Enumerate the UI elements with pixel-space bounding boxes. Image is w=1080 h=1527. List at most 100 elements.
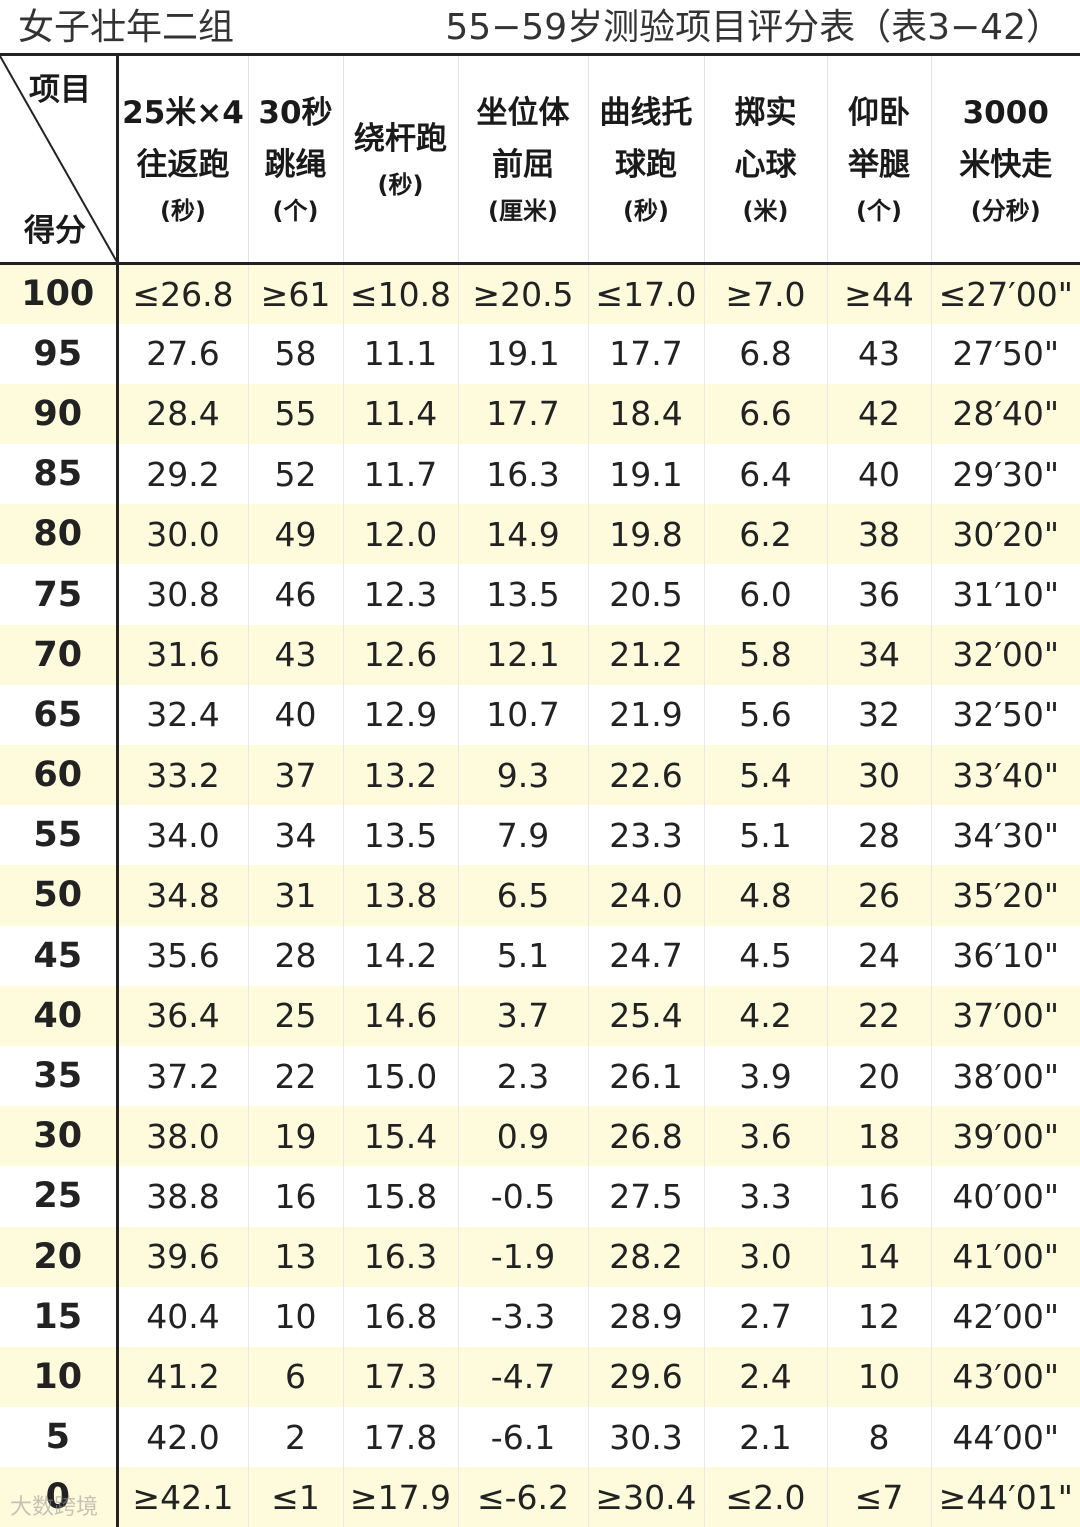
value-cell: 35′20" bbox=[931, 865, 1080, 925]
value-cell: 5.1 bbox=[704, 805, 827, 865]
score-cell: 30 bbox=[0, 1106, 117, 1166]
column-header-unit: (个) bbox=[249, 191, 343, 231]
value-cell: 28′40" bbox=[931, 384, 1080, 444]
value-cell: 3.0 bbox=[704, 1227, 827, 1287]
value-cell: ≤1 bbox=[248, 1467, 343, 1527]
value-cell: 34.0 bbox=[117, 805, 248, 865]
score-cell: 75 bbox=[0, 564, 117, 624]
value-cell: 26.1 bbox=[588, 1046, 704, 1106]
value-cell: 33′40" bbox=[931, 745, 1080, 805]
corner-label-item: 项目 bbox=[29, 64, 91, 109]
table-row: 0≥42.1≤1≥17.9≤-6.2≥30.4≤2.0≤7≥44′01" bbox=[0, 1467, 1080, 1527]
value-cell: -1.9 bbox=[458, 1227, 588, 1287]
value-cell: 31.6 bbox=[117, 625, 248, 685]
score-cell: 15 bbox=[0, 1287, 117, 1347]
value-cell: ≥20.5 bbox=[458, 264, 588, 324]
value-cell: 12.1 bbox=[458, 625, 588, 685]
column-header-unit: (个) bbox=[828, 191, 931, 231]
value-cell: ≤10.8 bbox=[343, 264, 458, 324]
value-cell: 39.6 bbox=[117, 1227, 248, 1287]
value-cell: -6.1 bbox=[458, 1407, 588, 1467]
value-cell: 36.4 bbox=[117, 986, 248, 1046]
score-cell: 35 bbox=[0, 1046, 117, 1106]
value-cell: ≥7.0 bbox=[704, 264, 827, 324]
value-cell: 26.8 bbox=[588, 1106, 704, 1166]
value-cell: 43 bbox=[248, 625, 343, 685]
value-cell: 16.3 bbox=[458, 444, 588, 504]
value-cell: 15.4 bbox=[343, 1106, 458, 1166]
value-cell: 12.0 bbox=[343, 504, 458, 564]
column-header-unit: (秒) bbox=[344, 165, 458, 205]
value-cell: 27′50" bbox=[931, 324, 1080, 384]
value-cell: ≤2.0 bbox=[704, 1467, 827, 1527]
table-row: 100≤26.8≥61≤10.8≥20.5≤17.0≥7.0≥44≤27′00" bbox=[0, 264, 1080, 324]
value-cell: 11.4 bbox=[343, 384, 458, 444]
column-header-label: 25米×4 bbox=[119, 87, 248, 139]
value-cell: 19.8 bbox=[588, 504, 704, 564]
value-cell: 29.2 bbox=[117, 444, 248, 504]
value-cell: 25.4 bbox=[588, 986, 704, 1046]
value-cell: 17.3 bbox=[343, 1347, 458, 1407]
value-cell: 10.7 bbox=[458, 685, 588, 745]
value-cell: 24.0 bbox=[588, 865, 704, 925]
value-cell: 5.6 bbox=[704, 685, 827, 745]
value-cell: 28.4 bbox=[117, 384, 248, 444]
column-header: 掷实心球(米) bbox=[704, 56, 827, 264]
column-header-label: 30秒 bbox=[249, 87, 343, 139]
value-cell: 6.2 bbox=[704, 504, 827, 564]
value-cell: 14.2 bbox=[343, 926, 458, 986]
value-cell: 13 bbox=[248, 1227, 343, 1287]
value-cell: 16 bbox=[827, 1166, 931, 1226]
value-cell: 2.4 bbox=[704, 1347, 827, 1407]
value-cell: 30.0 bbox=[117, 504, 248, 564]
value-cell: ≤26.8 bbox=[117, 264, 248, 324]
value-cell: -0.5 bbox=[458, 1166, 588, 1226]
value-cell: 34′30" bbox=[931, 805, 1080, 865]
score-cell: 10 bbox=[0, 1347, 117, 1407]
value-cell: 14.6 bbox=[343, 986, 458, 1046]
value-cell: 23.3 bbox=[588, 805, 704, 865]
column-header-label: 坐位体 bbox=[459, 87, 588, 139]
value-cell: 38′00" bbox=[931, 1046, 1080, 1106]
value-cell: 6.8 bbox=[704, 324, 827, 384]
value-cell: 30 bbox=[827, 745, 931, 805]
value-cell: 34 bbox=[827, 625, 931, 685]
value-cell: 49 bbox=[248, 504, 343, 564]
value-cell: 41′00" bbox=[931, 1227, 1080, 1287]
value-cell: 13.5 bbox=[458, 564, 588, 624]
value-cell: 20.5 bbox=[588, 564, 704, 624]
value-cell: 17.7 bbox=[458, 384, 588, 444]
value-cell: 10 bbox=[248, 1287, 343, 1347]
value-cell: 5.1 bbox=[458, 926, 588, 986]
value-cell: ≥17.9 bbox=[343, 1467, 458, 1527]
value-cell: 12 bbox=[827, 1287, 931, 1347]
value-cell: 40.4 bbox=[117, 1287, 248, 1347]
value-cell: 3.3 bbox=[704, 1166, 827, 1226]
column-header-label: 3000 bbox=[932, 87, 1080, 139]
watermark: 大数跨境 bbox=[10, 1489, 98, 1521]
value-cell: 40 bbox=[827, 444, 931, 504]
value-cell: 31 bbox=[248, 865, 343, 925]
score-cell: 65 bbox=[0, 685, 117, 745]
value-cell: 31′10" bbox=[931, 564, 1080, 624]
value-cell: 44′00" bbox=[931, 1407, 1080, 1467]
column-header-label: 跳绳 bbox=[249, 139, 343, 191]
value-cell: 17.8 bbox=[343, 1407, 458, 1467]
value-cell: 7.9 bbox=[458, 805, 588, 865]
value-cell: 19 bbox=[248, 1106, 343, 1166]
value-cell: 18.4 bbox=[588, 384, 704, 444]
value-cell: 10 bbox=[827, 1347, 931, 1407]
value-cell: 36′10" bbox=[931, 926, 1080, 986]
value-cell: 12.9 bbox=[343, 685, 458, 745]
